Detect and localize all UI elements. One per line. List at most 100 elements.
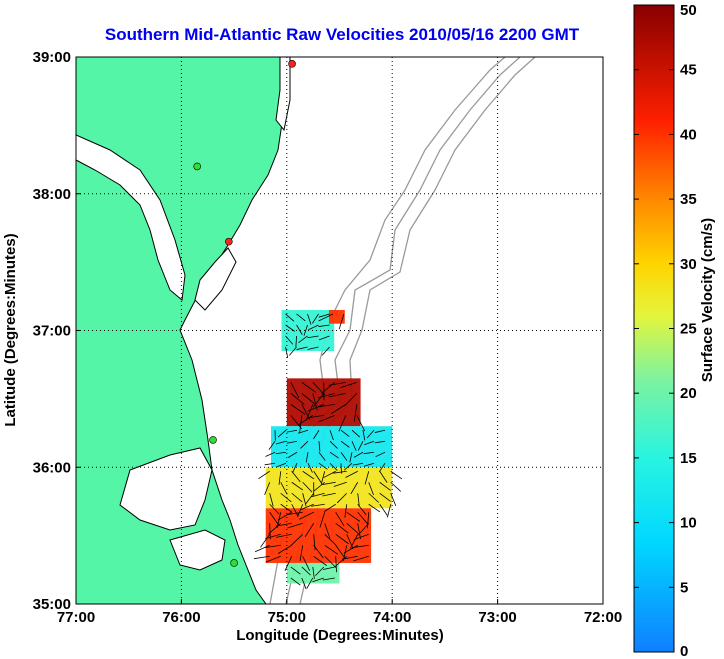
velocity-vector (290, 533, 303, 546)
velocity-vector (290, 404, 306, 415)
velocity-vector (313, 430, 320, 440)
velocity-vector (366, 429, 375, 439)
velocity-vector (315, 566, 325, 576)
velocity-vector (335, 522, 349, 534)
station-marker (230, 559, 238, 567)
velocity-vector (291, 481, 304, 491)
velocity-region (270, 426, 393, 468)
velocity-vector (375, 451, 386, 458)
velocity-vector (305, 493, 315, 505)
velocity-vector (265, 451, 276, 457)
velocity-vector (278, 471, 282, 485)
velocity-vector (307, 313, 312, 325)
velocity-vector (318, 335, 330, 341)
velocity-vector (297, 504, 304, 517)
velocity-vector (265, 555, 281, 563)
velocity-vector (322, 481, 336, 485)
velocity-vector (264, 482, 271, 496)
velocity-vector (357, 504, 367, 516)
velocity-vector (353, 533, 369, 541)
velocity-vector (290, 415, 303, 430)
velocity-vector (340, 381, 357, 389)
colorbar-tick-label: 50 (680, 2, 697, 19)
velocity-vector (328, 392, 346, 398)
velocity-vectors (253, 313, 403, 590)
velocity-vector (335, 533, 349, 545)
velocity-vector (313, 534, 316, 551)
chart-title: Southern Mid-Atlantic Raw Velocities 201… (105, 25, 580, 44)
velocity-vector (333, 470, 347, 474)
velocity-vector (313, 471, 322, 483)
velocity-vector (328, 381, 346, 386)
velocity-vector (275, 522, 292, 527)
velocity-vector (338, 313, 345, 330)
y-tick-label: 35:00 (33, 596, 71, 613)
delmarva-bay (194, 247, 237, 311)
velocity-vector (317, 403, 335, 408)
velocity-vector (290, 577, 301, 586)
x-tick-label: 75:00 (268, 609, 306, 626)
station-marker (193, 162, 202, 171)
velocity-region (286, 562, 340, 584)
velocity-vector (307, 335, 319, 339)
velocity-vector (321, 382, 336, 394)
y-tick-label: 39:00 (33, 49, 71, 66)
velocity-vector (364, 471, 370, 485)
velocity-vector (364, 440, 375, 446)
colorbar-tick-label: 30 (680, 256, 697, 273)
velocity-vector (353, 451, 364, 458)
velocity-vector (368, 482, 374, 496)
velocity-vector (362, 430, 366, 441)
velocity-vector (351, 441, 357, 451)
colorbar-tick-label: 5 (680, 579, 688, 596)
velocity-vector (379, 504, 388, 516)
velocity-vector (299, 415, 303, 433)
velocity-vector (287, 451, 298, 458)
velocity-vector (344, 393, 358, 406)
velocity-region (265, 508, 372, 563)
velocity-vector (277, 511, 292, 521)
velocity-vector (311, 503, 325, 507)
velocity-vector (356, 415, 366, 432)
velocity-vector (324, 533, 337, 546)
velocity-vector (329, 430, 334, 441)
velocity-vector (346, 511, 361, 522)
velocity-vector (298, 415, 314, 426)
velocity-vector (322, 492, 336, 497)
velocity-vector (334, 555, 347, 568)
y-tick-label: 37:00 (33, 323, 71, 340)
delaware-bay (275, 57, 291, 132)
velocity-vector (295, 335, 297, 348)
velocity-vector (304, 523, 315, 538)
velocity-vector (390, 481, 402, 492)
velocity-vector (329, 451, 339, 459)
velocity-vector (305, 452, 309, 463)
velocity-vector (363, 451, 375, 455)
velocity-vector (368, 492, 379, 503)
velocity-vector (264, 462, 276, 466)
colorbar-tick-label: 40 (680, 126, 697, 143)
velocity-vector (280, 482, 288, 495)
velocity-vector (298, 335, 308, 343)
velocity-vector (379, 481, 391, 491)
velocity-vector (322, 566, 335, 570)
velocity-vector (276, 462, 287, 468)
station-marker (209, 436, 217, 444)
velocity-vector (276, 512, 282, 528)
velocity-vector (318, 441, 321, 452)
velocity-vector (357, 512, 369, 525)
velocity-region (328, 309, 345, 324)
velocity-vector (299, 511, 314, 520)
velocity-vector (301, 503, 314, 510)
velocity-vector (322, 577, 335, 581)
velocity-vector (268, 440, 276, 450)
velocity-vector (291, 492, 303, 503)
velocity-vector (312, 566, 315, 579)
velocity-vector (374, 429, 386, 433)
x-tick-label: 73:00 (478, 609, 516, 626)
velocity-vector (253, 555, 270, 560)
velocity-vector (343, 544, 358, 554)
velocity-vector (269, 493, 274, 507)
velocity-vector (280, 492, 292, 503)
velocity-vector (368, 503, 381, 513)
